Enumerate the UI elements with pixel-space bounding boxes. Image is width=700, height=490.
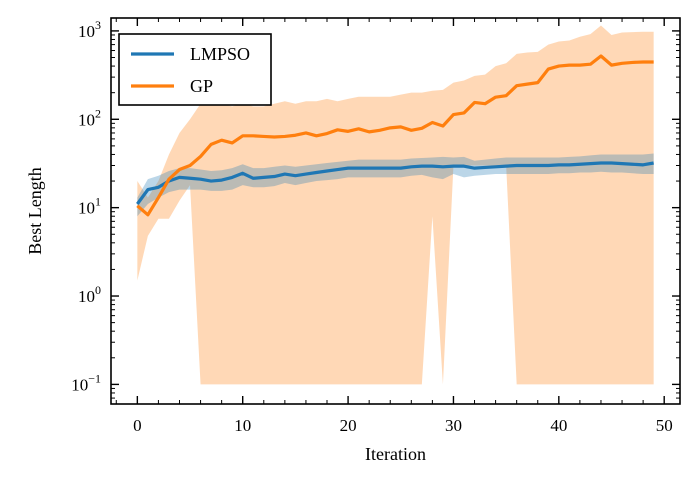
axis-ticks bbox=[111, 18, 680, 405]
y-tick-labels: 10−1 100 101 102 103 bbox=[71, 18, 101, 394]
legend-box bbox=[118, 33, 272, 106]
y-axis-label: Best Length bbox=[25, 167, 45, 255]
x-tick-label: 10 bbox=[234, 416, 251, 435]
y-tick-label: 100 bbox=[78, 283, 101, 306]
legend-label-gp: GP bbox=[190, 76, 213, 96]
band-gp bbox=[137, 25, 654, 385]
line-gp bbox=[136, 54, 654, 217]
y-tick-label: 103 bbox=[78, 18, 101, 41]
x-tick-label: 40 bbox=[550, 416, 567, 435]
legend-label-lmpso: LMPSO bbox=[190, 44, 250, 64]
y-tick-label: 101 bbox=[78, 195, 101, 218]
x-tick-label: 0 bbox=[133, 416, 142, 435]
y-tick-label: 102 bbox=[78, 106, 101, 129]
x-tick-label: 30 bbox=[445, 416, 462, 435]
legend: LMPSO GP bbox=[118, 33, 272, 106]
y-tick-label: 10−1 bbox=[71, 371, 101, 394]
x-tick-label: 50 bbox=[656, 416, 673, 435]
series-lines bbox=[136, 54, 654, 217]
x-axis-label: Iteration bbox=[365, 444, 426, 464]
plot-frame bbox=[110, 17, 681, 405]
confidence-bands bbox=[137, 25, 654, 385]
band-lmpso bbox=[137, 153, 654, 217]
line-lmpso bbox=[136, 161, 654, 205]
x-tick-label: 20 bbox=[340, 416, 357, 435]
x-tick-labels: 0 10 20 30 40 50 bbox=[133, 416, 673, 435]
